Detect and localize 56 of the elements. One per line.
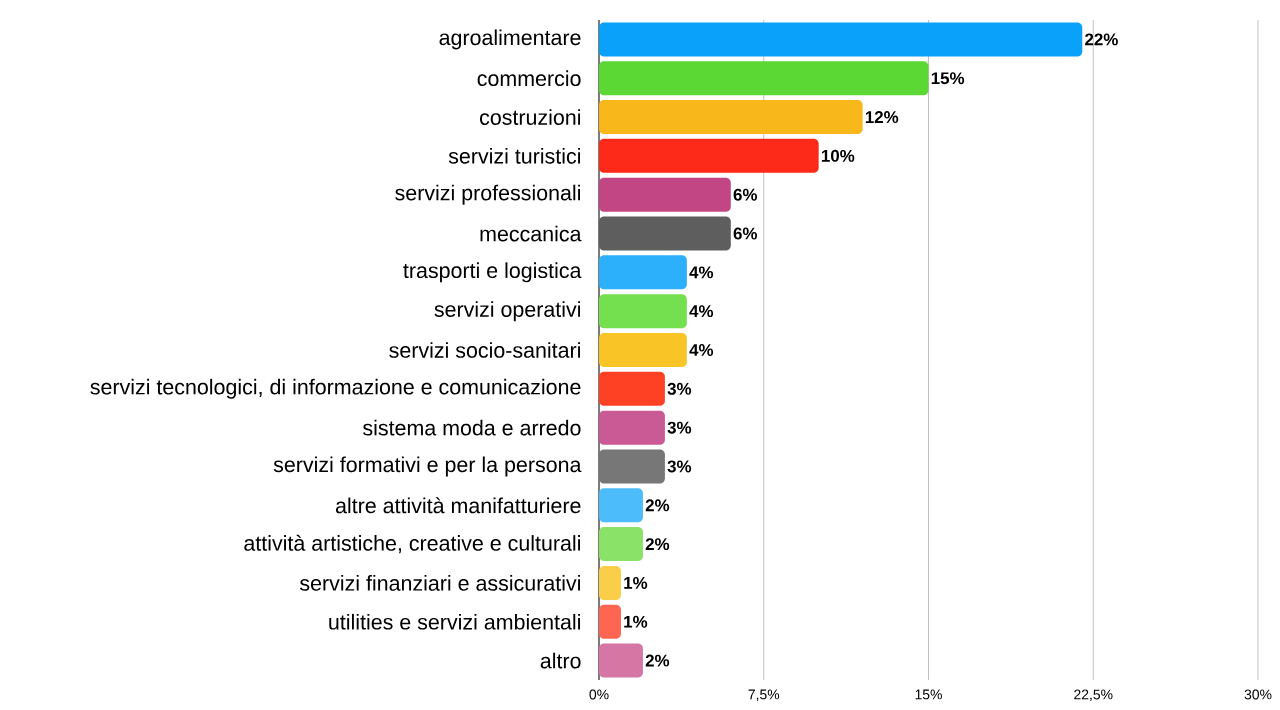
- data-label: 6%: [733, 227, 758, 240]
- y-tick-label: agroalimentare: [439, 29, 581, 50]
- y-tick-label: servizi tecnologici, di informazione e comunicazione: [90, 378, 581, 399]
- x-tick-label: 15%: [915, 689, 942, 700]
- data-label: 1%: [624, 615, 648, 628]
- y-tick-label: costruzioni: [480, 109, 581, 125]
- y-tick-label: altre attività manifatturiere: [335, 497, 581, 514]
- y-tick-label: utilities e servizi ambientali: [329, 613, 580, 630]
- data-label: 2%: [645, 654, 670, 667]
- x-tick-label: 7,5%: [748, 689, 780, 701]
- bar: [599, 527, 643, 562]
- data-label: 2%: [645, 499, 670, 512]
- y-tick-label: commercio: [477, 70, 581, 87]
- bar: [599, 371, 665, 406]
- y-tick-label: sistema moda e arredo: [363, 419, 581, 436]
- data-label: 10%: [821, 149, 855, 162]
- bar: [599, 216, 731, 251]
- bar: [599, 604, 621, 639]
- data-label: 1%: [624, 576, 648, 589]
- y-tick-label: attività artistiche, creative e culturali: [244, 534, 580, 554]
- y-tick-label: meccanica: [480, 225, 582, 242]
- data-label: 4%: [689, 305, 714, 318]
- data-label: 22%: [1085, 33, 1118, 46]
- data-label: 12%: [865, 111, 899, 124]
- x-tick-label: 30%: [1244, 689, 1272, 700]
- bar: [599, 255, 687, 290]
- data-label: 15%: [931, 72, 965, 85]
- data-label: 3%: [667, 460, 692, 473]
- y-tick-label: servizi finanziari e assicurativi: [299, 575, 580, 591]
- data-label: 2%: [645, 538, 670, 551]
- y-tick-label: servizi operativi: [434, 301, 580, 322]
- bar: [599, 177, 731, 212]
- data-label: 4%: [689, 344, 714, 356]
- data-label: 6%: [733, 188, 758, 201]
- bar: [599, 565, 621, 600]
- bar: [599, 332, 687, 367]
- y-tick-label: altro: [540, 652, 581, 669]
- bar: [599, 61, 929, 96]
- x-tick-label: 22,5%: [1074, 689, 1113, 702]
- y-tick-label: servizi formativi e per la persona: [273, 456, 582, 477]
- bar: [599, 488, 643, 523]
- bar: [599, 294, 687, 329]
- data-label: 3%: [667, 382, 692, 395]
- data-label: 3%: [667, 421, 692, 434]
- data-label: 4%: [689, 266, 714, 279]
- y-tick-label: servizi turistici: [448, 148, 581, 164]
- y-tick-label: servizi socio-sanitari: [389, 342, 580, 358]
- bar: [599, 22, 1083, 57]
- bar: [599, 643, 643, 678]
- bar: [599, 410, 665, 445]
- y-tick-label: trasporti e logistica: [403, 262, 582, 283]
- x-tick-label: 0%: [589, 689, 609, 700]
- y-tick-label: servizi professionali: [395, 184, 580, 205]
- bar: [599, 449, 665, 484]
- bar: [599, 138, 819, 173]
- bar: [599, 100, 863, 135]
